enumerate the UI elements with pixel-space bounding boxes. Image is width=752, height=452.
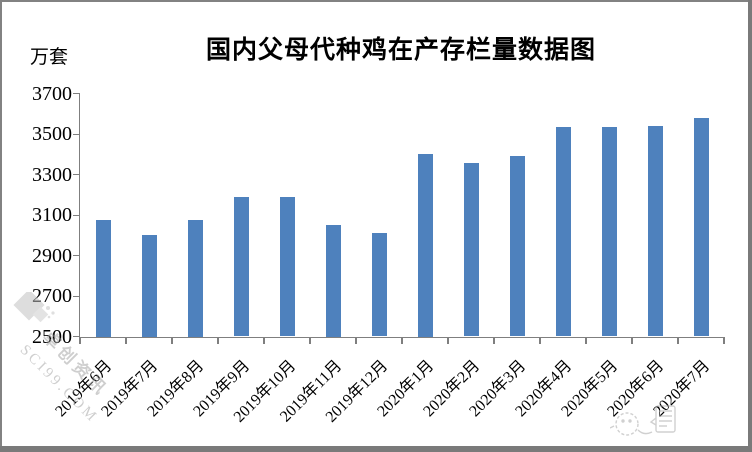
x-axis-tick <box>263 337 265 344</box>
x-axis-tick <box>447 337 449 344</box>
y-axis-tick-label: 2900 <box>32 244 72 267</box>
y-axis-unit-label: 万套 <box>30 47 69 68</box>
x-axis-tick <box>585 337 587 344</box>
x-axis-tick <box>723 337 725 344</box>
y-axis-tick <box>73 214 80 216</box>
x-axis-tick <box>493 337 495 344</box>
bar <box>417 154 433 337</box>
bar <box>279 196 295 337</box>
bar <box>463 163 479 337</box>
x-axis-tick <box>677 337 679 344</box>
bar <box>233 196 249 337</box>
x-axis-tick <box>217 337 219 344</box>
bar <box>187 220 203 337</box>
watermark-diamond-logo-icon <box>13 292 55 323</box>
bar <box>509 156 525 337</box>
y-axis-tick <box>73 295 80 297</box>
x-axis-tick <box>355 337 357 344</box>
x-axis-line <box>79 336 725 338</box>
chart-title: 国内父母代种鸡在产存栏量数据图 <box>205 37 596 64</box>
bar <box>325 225 341 337</box>
bar <box>555 126 571 337</box>
bar <box>371 233 387 337</box>
y-axis-tick <box>73 174 80 176</box>
y-axis-tick-label: 2700 <box>32 285 72 307</box>
frame-border-right <box>748 0 752 452</box>
y-axis-tick-label: 3300 <box>32 163 72 186</box>
y-axis-tick-label: 3700 <box>32 82 72 105</box>
bar <box>601 126 617 337</box>
y-axis-tick <box>73 93 80 95</box>
bar <box>95 220 111 337</box>
x-axis-tick <box>631 337 633 344</box>
y-axis-tick-label: 2500 <box>32 325 72 348</box>
frame-border-bottom <box>0 446 752 452</box>
x-axis-tick <box>539 337 541 344</box>
x-axis-tick <box>171 337 173 344</box>
y-axis-tick <box>73 336 80 338</box>
y-axis-tick <box>73 133 80 135</box>
y-axis-tick-label: 3500 <box>32 123 72 145</box>
y-axis-tick-label: 3100 <box>32 204 72 226</box>
bar <box>141 235 157 337</box>
bar <box>647 125 663 337</box>
x-axis-tick <box>401 337 403 344</box>
x-axis-tick <box>79 337 81 344</box>
frame-border-left <box>0 0 2 452</box>
frame-border-top <box>0 0 752 2</box>
x-axis-tick <box>125 337 127 344</box>
x-axis-tick <box>309 337 311 344</box>
bar <box>693 117 709 337</box>
chick-seal-sketch-icon <box>610 405 676 436</box>
y-axis-tick <box>73 255 80 257</box>
